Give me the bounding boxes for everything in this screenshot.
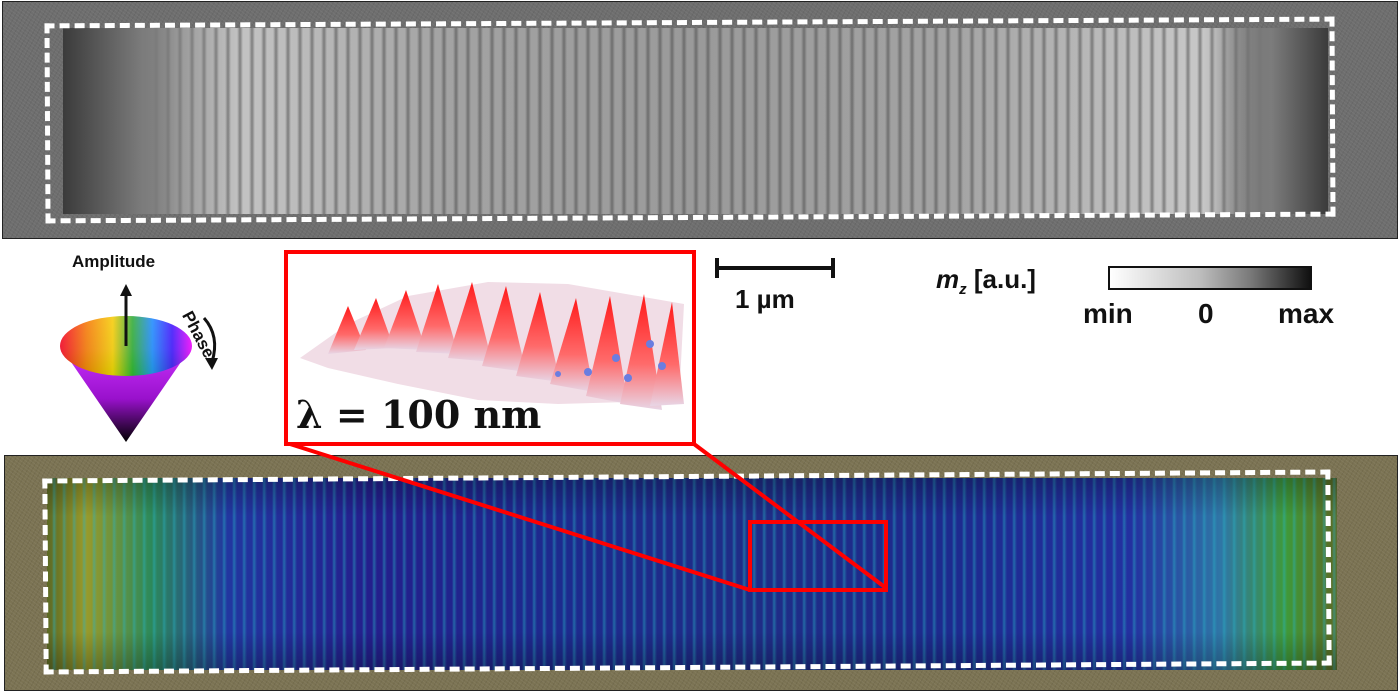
colorbar-tick-max: max [1278, 298, 1335, 329]
scale-bar-label: 1 µm [735, 284, 795, 314]
mz-subscript: z [959, 281, 967, 299]
bar-shade [47, 478, 1337, 670]
zoom-region-marker [748, 520, 888, 592]
colorbar-tick-min: min [1083, 298, 1133, 329]
scale-bar-left-end [715, 258, 719, 278]
amplitude-label: Amplitude [72, 252, 156, 271]
right-edge-shade [1201, 28, 1328, 214]
colorbar [1108, 266, 1312, 290]
amplitude-phase-cone-icon [60, 284, 218, 442]
colorbar-tick-zero: 0 [1198, 298, 1214, 329]
zoom-inset [284, 250, 696, 446]
scale-bar [715, 266, 835, 270]
colorbar-unit: [a.u.] [973, 264, 1036, 294]
mz-symbol: m [936, 264, 960, 294]
left-edge-shade [63, 28, 241, 214]
scale-bar-right-end [831, 258, 835, 278]
colorbar-title: mz [a.u.] [936, 264, 1036, 298]
stripe-domain-color-bar [47, 478, 1337, 670]
surface-plot-3d [300, 282, 684, 410]
wavelength-label: λ = 100 nm [296, 392, 542, 437]
stripe-domain-bar [63, 28, 1328, 214]
mz-image-panel [2, 1, 1398, 239]
